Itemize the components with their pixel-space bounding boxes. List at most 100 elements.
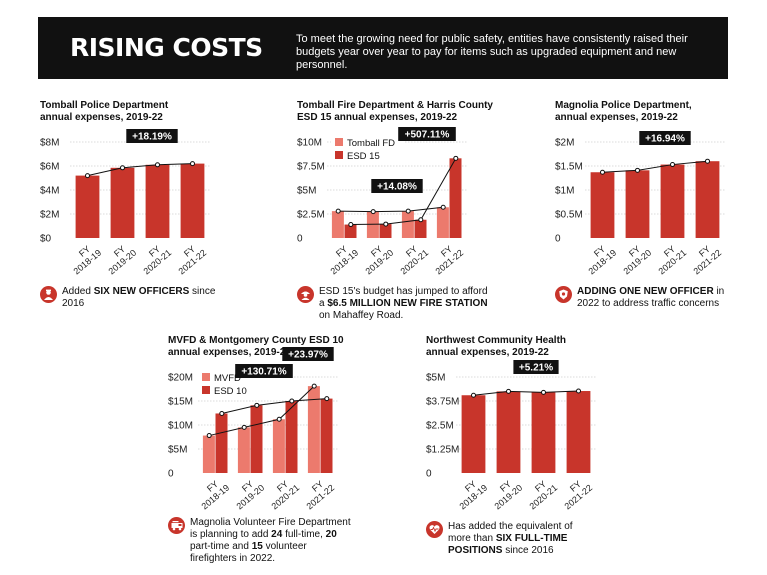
x-tick-label: FY2018-19: [193, 475, 231, 512]
x-tick-label: FY2021-22: [298, 475, 336, 512]
y-tick-label: $1M: [555, 186, 574, 197]
bar: [180, 163, 205, 238]
trend-point: [405, 208, 411, 214]
y-tick-label: $2M: [555, 138, 574, 149]
x-tick-label: FY2021-22: [427, 240, 465, 277]
y-tick-label: 0: [168, 469, 174, 480]
trend-point: [190, 161, 195, 167]
y-tick-label: $8M: [40, 138, 59, 149]
trend-point: [219, 410, 225, 416]
page-description: To meet the growing need for public safe…: [296, 33, 688, 71]
bar: [307, 386, 320, 473]
legend-label: Tomball FD: [347, 138, 395, 149]
y-tick-label: $5M: [297, 186, 316, 197]
trend-point: [254, 402, 260, 408]
y-tick-label: $15M: [168, 397, 193, 408]
fire-truck-icon: [168, 517, 185, 534]
chart-title: Northwest Community Health annual expens…: [426, 335, 567, 358]
bar: [202, 435, 215, 473]
callout-box: [398, 127, 456, 141]
callout-box: [235, 364, 293, 378]
badge-icon: [555, 286, 572, 303]
x-tick-label: FY2021-22: [170, 240, 208, 277]
x-tick-label: FY2019-20: [100, 240, 138, 277]
x-tick-label: FY2018-19: [322, 240, 360, 277]
y-tick-label: $1.25M: [426, 445, 459, 456]
bar: [461, 395, 486, 473]
trend-point: [289, 398, 295, 404]
panel-mvfd-esd10: MVFD & Montgomery County ESD 10 annual e…: [168, 335, 368, 565]
legend-box: [331, 135, 405, 165]
trend-point: [383, 221, 389, 227]
y-tick-label: $0: [40, 234, 52, 245]
trend-line: [87, 163, 193, 177]
x-tick-label: FY2020-21: [521, 475, 559, 512]
page-title: RISING COSTS: [70, 33, 263, 62]
legend-swatch: [202, 386, 210, 394]
callout-label: +16.94%: [645, 134, 685, 145]
bar: [449, 158, 462, 238]
firefighter-icon: [297, 286, 314, 303]
x-tick-label: FY2021-22: [556, 475, 594, 512]
trend-point: [276, 416, 282, 422]
trend-point: [370, 209, 376, 215]
trend-line: [221, 398, 327, 414]
bar: [75, 175, 100, 238]
bar: [285, 401, 298, 473]
y-tick-label: $7.5M: [297, 162, 325, 173]
x-tick-label: FY2019-20: [486, 475, 524, 512]
bar: [320, 398, 333, 473]
callout-label: +18.19%: [132, 132, 172, 143]
x-tick-label: FY2018-19: [65, 240, 103, 277]
callout-label: +130.71%: [241, 367, 286, 378]
trend-line: [350, 158, 457, 226]
officer-icon: [40, 286, 57, 303]
legend-label: MVFD: [214, 373, 241, 384]
trend-point: [600, 169, 605, 175]
header-banner: RISING COSTS To meet the growing need fo…: [38, 17, 728, 79]
bar: [145, 164, 170, 238]
trend-point: [155, 162, 160, 168]
chart-title: Tomball Police Department annual expense…: [40, 100, 169, 123]
bar: [272, 419, 285, 473]
note-text: ESD 15's budget has jumped to afford a $…: [319, 286, 488, 321]
note-text: ADDING ONE NEW OFFICER in 2022 to addres…: [577, 286, 725, 309]
bar: [237, 427, 250, 473]
chart-tomball-police: $0 $2M $4M $6M $8M FY2018-19 FY2019-20 FY2020-2…: [40, 129, 210, 277]
bar: [695, 161, 720, 238]
trend-point: [335, 208, 341, 214]
y-tick-label: 0: [426, 469, 432, 480]
bar: [590, 172, 615, 238]
x-tick-label: FY2020-21: [263, 475, 301, 512]
bar: [414, 219, 427, 238]
callout-label: +507.11%: [405, 130, 450, 141]
panel-northwest-community-health: Northwest Community Health annual expens…: [426, 335, 626, 565]
trend-point: [324, 396, 330, 402]
y-tick-label: $2.5M: [297, 210, 325, 221]
x-tick-label: FY2019-20: [228, 475, 266, 512]
x-tick-label: FY2020-21: [135, 240, 173, 277]
trend-line: [338, 206, 444, 213]
x-tick-label: FY2018-19: [451, 475, 489, 512]
trend-point: [635, 167, 640, 173]
x-tick-label: FY2019-20: [615, 240, 653, 277]
trend-point: [576, 388, 581, 394]
bar: [496, 391, 521, 473]
callout-label: +14.08%: [377, 182, 417, 193]
callout-box: [371, 179, 423, 193]
trend-point: [206, 433, 212, 439]
callout-label: +5.21%: [519, 363, 553, 374]
bar: [566, 391, 591, 473]
panel-tomball-fire-esd15: Tomball Fire Department & Harris County …: [297, 100, 497, 330]
y-tick-label: $10M: [168, 421, 193, 432]
bar: [401, 211, 414, 238]
panel-magnolia-police: Magnolia Police Department, annual expen…: [555, 100, 755, 330]
trend-line: [602, 160, 708, 173]
trend-point: [506, 388, 511, 394]
y-tick-label: $20M: [168, 373, 193, 384]
trend-point: [348, 222, 354, 228]
trend-point: [670, 162, 675, 168]
bar: [331, 211, 344, 238]
